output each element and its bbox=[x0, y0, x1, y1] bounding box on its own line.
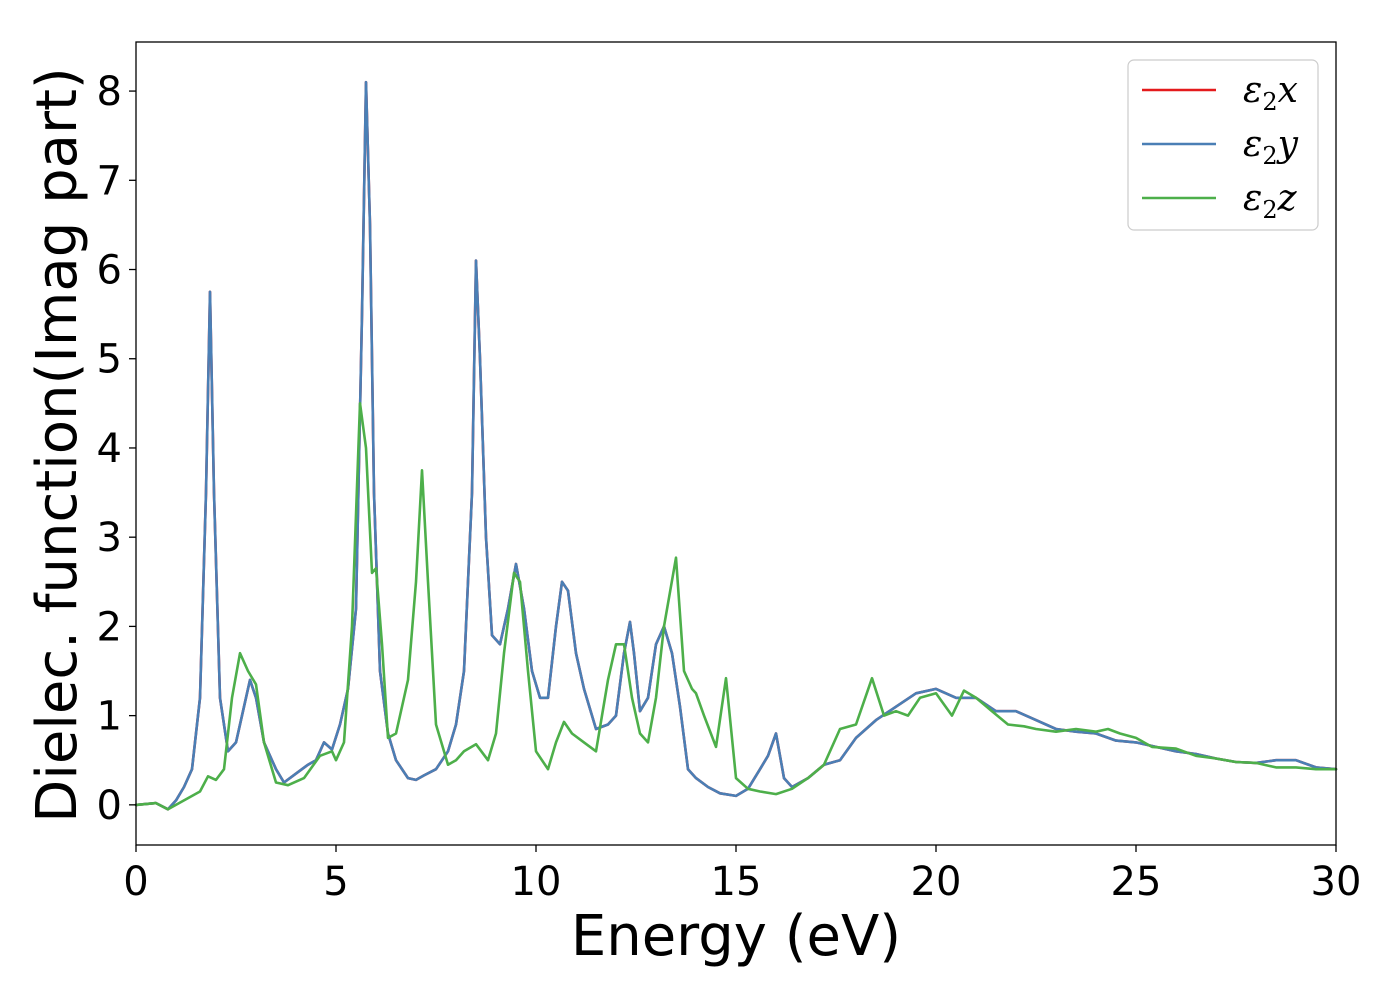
y-tick-label: 7 bbox=[97, 158, 122, 204]
y-tick-label: 6 bbox=[97, 248, 122, 294]
x-tick-label: 20 bbox=[911, 859, 962, 905]
legend: ε2x ε2y ε2z bbox=[1127, 59, 1319, 231]
x-tick-label: 30 bbox=[1311, 859, 1362, 905]
y-axis-label: Dielec. function(Imag part) bbox=[25, 67, 90, 823]
series-layer bbox=[134, 80, 1338, 811]
y-tick-label: 0 bbox=[97, 783, 122, 829]
x-tick-label: 10 bbox=[511, 859, 562, 905]
y-tick-label: 2 bbox=[97, 604, 122, 650]
legend-label-z: ε2z bbox=[1243, 178, 1298, 224]
x-tick-label: 25 bbox=[1111, 859, 1162, 905]
y-tick-label: 4 bbox=[97, 426, 122, 472]
y-tick-label: 8 bbox=[97, 69, 122, 115]
series-line-z bbox=[134, 401, 1338, 811]
legend-label-y: ε2y bbox=[1243, 124, 1299, 170]
x-axis-ticks: 0 5 10 15 20 25 30 bbox=[123, 845, 1361, 905]
x-tick-label: 15 bbox=[711, 859, 762, 905]
x-axis-label: Energy (eV) bbox=[571, 904, 901, 969]
y-tick-label: 5 bbox=[97, 337, 122, 383]
y-tick-label: 3 bbox=[97, 515, 122, 561]
y-tick-label: 1 bbox=[97, 694, 122, 740]
legend-label-x: ε2x bbox=[1243, 70, 1298, 116]
legend-box bbox=[1127, 59, 1319, 231]
y-axis-ticks: 0 1 2 3 4 5 6 7 8 bbox=[97, 69, 136, 829]
x-tick-label: 5 bbox=[323, 859, 348, 905]
x-tick-label: 0 bbox=[123, 859, 148, 905]
